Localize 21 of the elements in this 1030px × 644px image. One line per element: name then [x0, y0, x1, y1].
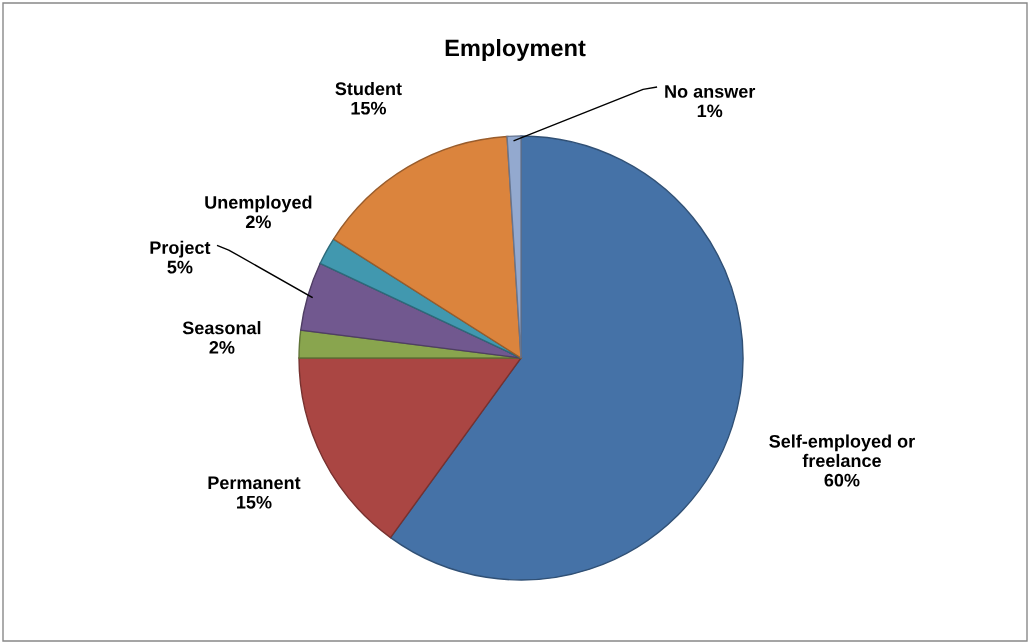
- slice-label: Self-employed or freelance: [769, 434, 915, 468]
- pie-slice: [298, 329, 522, 359]
- slice-label: Project: [150, 240, 211, 258]
- data-label: 2%: [245, 215, 271, 229]
- pie-slice: [506, 135, 522, 359]
- pie-slice: [332, 135, 522, 359]
- pie-slice: [389, 135, 744, 581]
- pie-slice: [319, 238, 522, 359]
- slice-label: Unemployed: [205, 195, 312, 213]
- pie-slice: [300, 262, 522, 359]
- data-label: 15%: [237, 495, 272, 509]
- data-label: 5%: [167, 260, 193, 274]
- data-label: 1%: [697, 104, 723, 118]
- chart-title: Employment: [445, 39, 586, 61]
- data-label: 15%: [351, 101, 387, 115]
- slice-label: Student: [335, 81, 402, 96]
- data-label: 60%: [824, 473, 860, 487]
- data-label: 2%: [209, 340, 235, 354]
- slice-label: Permanent: [208, 476, 301, 490]
- slice-label: Seasonal: [182, 321, 261, 335]
- slice-label: No answer: [665, 85, 756, 98]
